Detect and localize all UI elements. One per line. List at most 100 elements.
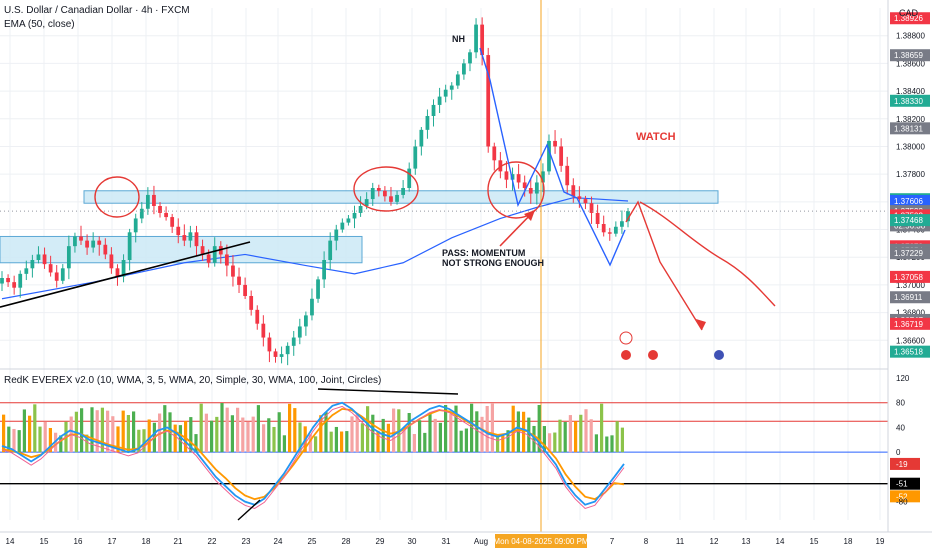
osc-bar (428, 413, 432, 453)
candle-body (60, 268, 65, 281)
osc-bar (418, 420, 422, 453)
candle-body (158, 206, 162, 213)
candle-body (334, 229, 339, 241)
symbol-legend[interactable]: U.S. Dollar / Canadian Dollar · 4h · FXC… (4, 5, 190, 16)
osc-bar (147, 419, 151, 453)
osc-bar (594, 434, 598, 453)
osc-bar (199, 403, 203, 453)
candle-body (188, 232, 193, 241)
candle-body (395, 194, 399, 202)
osc-bar (610, 435, 614, 453)
candle-body (577, 196, 582, 200)
y-tick-label: 1.37000 (896, 281, 925, 290)
osc-bar (480, 416, 484, 453)
highlight-circle (94, 176, 140, 218)
candle-body (30, 260, 35, 269)
y-tick-label: 1.38400 (896, 87, 925, 96)
price-label-bg (890, 291, 930, 304)
candle-body (152, 194, 156, 206)
osc-bar (59, 435, 63, 453)
osc-bar (600, 403, 604, 453)
osc-bar (553, 432, 557, 453)
osc-bar (132, 411, 136, 453)
osc-tick-label: -19 (896, 460, 908, 469)
osc-bar (7, 426, 11, 453)
candle-body (589, 203, 594, 213)
y-tick-label: 1.36600 (896, 336, 925, 345)
osc-bar (17, 430, 21, 453)
price-label: 1.37058 (894, 273, 923, 282)
osc-bar (366, 406, 370, 453)
price-label-bg (890, 345, 930, 358)
osc-bar (100, 407, 104, 453)
candle-body (376, 188, 381, 191)
y-tick-label: 1.36800 (896, 309, 925, 318)
osc-bar (605, 436, 609, 453)
candle-body (97, 240, 102, 245)
candle-body (425, 116, 430, 130)
y-tick-label: 1.37800 (896, 170, 925, 179)
candle-body (437, 96, 442, 105)
osc-bar (392, 408, 396, 453)
osc-bar (189, 417, 193, 453)
candle-body (24, 268, 29, 274)
osc-bar (314, 436, 318, 453)
candle-body (12, 282, 17, 288)
candle-body (462, 63, 466, 75)
crosshair-time-label: Mon 04-08-2025 09:00 PM (493, 537, 589, 546)
osc-tick-label: -51 (896, 480, 908, 489)
nh-label: NH (452, 34, 465, 44)
osc-bar (532, 425, 536, 453)
candle-body (322, 260, 327, 280)
candle-body (541, 171, 545, 183)
candle-body (407, 168, 412, 188)
candle-body (419, 129, 424, 147)
resistance-zone (83, 190, 719, 204)
osc-bar (542, 426, 546, 453)
candle-body (613, 226, 618, 234)
price-label: 1.37606 (894, 197, 923, 206)
candle-body (212, 246, 217, 263)
price-label-bg (890, 49, 930, 62)
osc-bar (407, 413, 411, 453)
candle-body (182, 235, 187, 241)
osc-bar (33, 404, 37, 453)
price-label: 1.38926 (894, 14, 923, 23)
osc-bar (43, 421, 47, 453)
candle-body (121, 260, 126, 277)
osc-bar (563, 421, 567, 453)
candle-body (285, 345, 290, 355)
osc-bar (490, 403, 494, 453)
candle-body (170, 217, 175, 227)
oscillator-legend[interactable]: RedK EVEREX v2.0 (10, WMA, 3, 5, WMA, 20… (4, 375, 382, 386)
osc-bar (433, 418, 437, 453)
currency-label: CAD (899, 8, 919, 18)
osc-bar (220, 403, 224, 453)
ema-legend[interactable]: EMA (50, close) (4, 19, 75, 30)
osc-bar (121, 410, 125, 453)
osc-bar (340, 431, 344, 453)
candle-body (36, 254, 41, 260)
x-tick-label: 29 (376, 537, 385, 546)
osc-bar (589, 419, 593, 453)
candle-body (498, 160, 503, 172)
candle-body (273, 351, 278, 357)
osc-bar (438, 422, 442, 453)
candle-body (346, 218, 351, 223)
candle-body (18, 273, 23, 288)
osc-bar (178, 425, 182, 453)
candle-body (85, 240, 89, 248)
osc-bar (293, 408, 297, 453)
osc-bar (215, 416, 219, 453)
x-tick-label: 28 (342, 537, 351, 546)
candle-body (486, 55, 491, 147)
candle-body (607, 232, 612, 234)
candle-body (449, 85, 454, 90)
osc-bar (126, 415, 130, 453)
candle-body (559, 146, 564, 166)
candle-body (164, 212, 168, 218)
osc-bar (381, 418, 385, 453)
candle-body (547, 140, 551, 172)
